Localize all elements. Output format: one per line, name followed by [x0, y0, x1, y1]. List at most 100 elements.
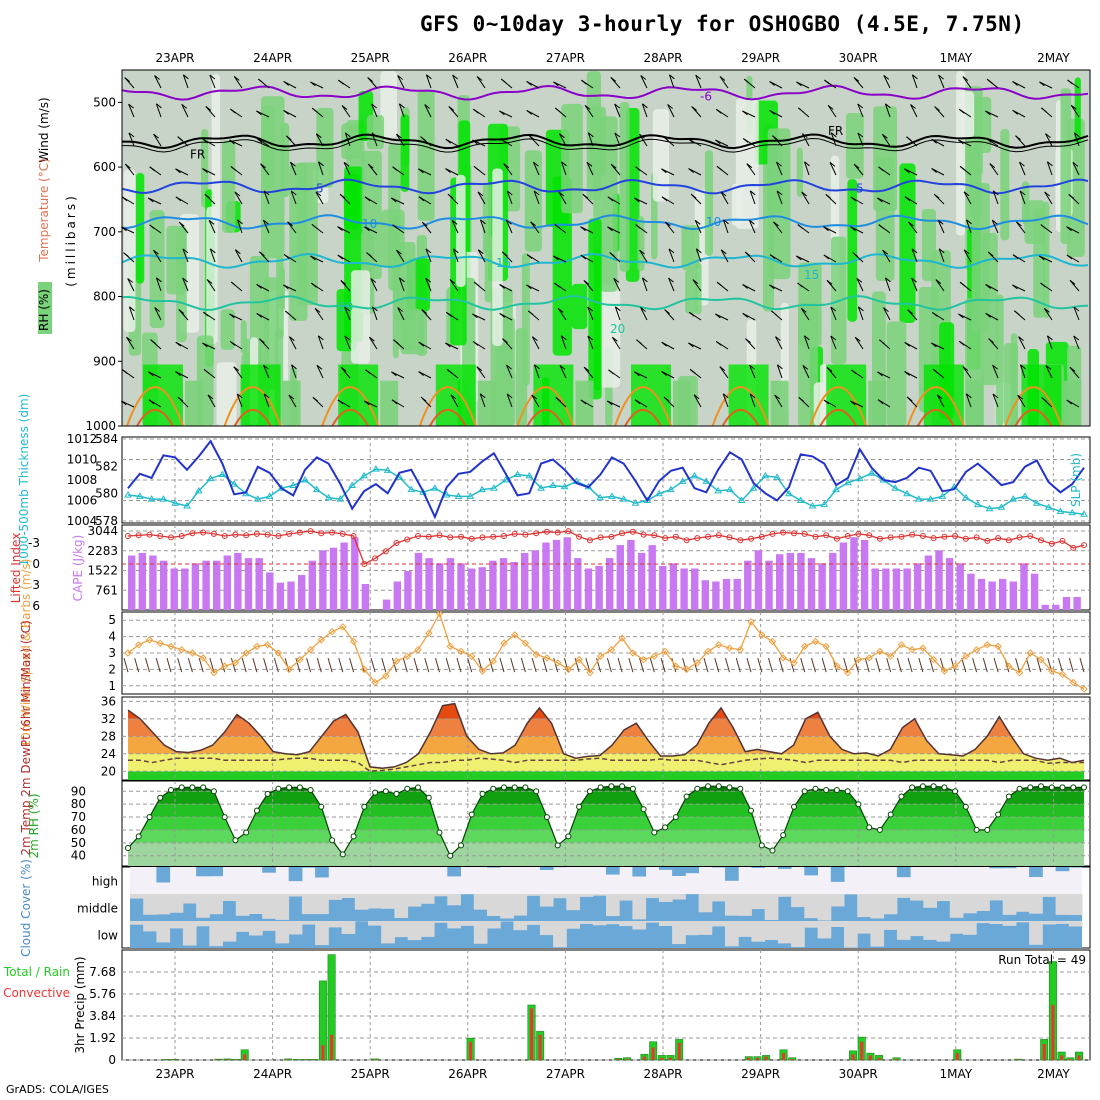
wind-barb	[854, 337, 864, 350]
wind-barb	[883, 75, 891, 89]
wind-barb	[451, 220, 459, 234]
li-point	[565, 528, 572, 535]
cape-bar	[1073, 597, 1081, 610]
wind-barb-flag	[420, 136, 426, 141]
wind-barb-flag	[932, 368, 939, 374]
thickness-point	[714, 486, 722, 494]
wind-barb-flag	[420, 396, 427, 402]
cloud-cell-middle	[857, 894, 871, 918]
cape-bar	[765, 560, 773, 610]
cape-tick-label: 1522	[87, 564, 118, 578]
cloud-cell-middle	[566, 894, 580, 911]
wind-barb-flag	[720, 249, 727, 255]
wind10m-point	[908, 645, 916, 654]
wind-barb-flag	[906, 396, 913, 402]
contour-label: 5	[856, 182, 864, 196]
li-point	[715, 532, 722, 539]
wind-barb-flag	[1038, 255, 1045, 261]
wind-barb	[477, 191, 486, 205]
li-point	[178, 533, 185, 539]
wind10m-point	[607, 645, 616, 654]
wind-barb-flag	[963, 191, 970, 197]
rh-shade-cell	[552, 176, 572, 356]
wind-barb-flag	[233, 76, 240, 81]
rh2m-point	[425, 794, 432, 801]
wind-barb	[1019, 190, 1026, 205]
cape-bar	[860, 539, 869, 610]
wind10m-point	[285, 665, 293, 674]
li-point	[168, 534, 174, 541]
rh-boundary-cell	[185, 380, 203, 426]
wind-barb-flag	[985, 138, 992, 143]
wind-barb	[234, 249, 243, 263]
rh2m-point	[801, 788, 808, 795]
wind-barb-flag	[283, 81, 290, 86]
wind-barb	[775, 336, 783, 350]
wind10m-barb	[1068, 657, 1074, 673]
wind-barb-flag	[775, 336, 781, 341]
cloud-cell-high	[777, 867, 792, 869]
contour-surface-hot	[136, 408, 174, 427]
wind-barb-flag	[1015, 135, 1021, 141]
cloud-cell-middle	[738, 894, 752, 916]
wind10m-barb	[252, 657, 258, 673]
wind-barb	[290, 190, 297, 205]
wind10m-barb	[338, 657, 344, 673]
cloud-ylabel: Cloud Cover (%)	[19, 859, 33, 957]
li-point	[952, 533, 959, 539]
wind-barb-flag	[801, 191, 808, 197]
cape-bar	[521, 552, 529, 610]
li-point	[651, 532, 658, 539]
thickness-point	[490, 484, 498, 491]
wind-barb-flag	[256, 110, 262, 116]
li-point	[941, 533, 948, 540]
cloud-cell-low	[963, 921, 977, 935]
wind-barb	[613, 278, 621, 292]
rh2m-point	[243, 829, 250, 836]
rh2m-point	[705, 783, 711, 790]
cloud-cell-low	[275, 921, 290, 944]
wind10m-point	[489, 657, 497, 665]
rh2m-point	[468, 811, 475, 818]
li-ylabel: Lifted Index	[9, 533, 23, 604]
contour-label: 15	[496, 256, 511, 270]
wind10m-point	[521, 639, 530, 647]
thickness-point	[619, 495, 628, 502]
wind-barb-flag	[364, 226, 370, 232]
wind-barb-flag	[229, 341, 236, 346]
cloud-cell-middle	[169, 894, 184, 913]
wind-barb-flag	[399, 103, 405, 109]
wind-barb-flag	[259, 251, 265, 257]
wind-barb-flag	[500, 78, 507, 84]
cloud-cell-middle	[222, 894, 237, 901]
wind-barb	[857, 132, 864, 147]
wind10m-point	[349, 637, 358, 646]
wind-barb-flag	[850, 226, 856, 232]
wind-barb-flag	[1047, 335, 1053, 341]
rh2m-point	[296, 784, 303, 791]
rh2m-point	[393, 790, 400, 797]
wind-barb	[668, 74, 675, 89]
wind-barb	[634, 371, 648, 379]
cloud-cell-middle	[989, 894, 1004, 901]
wind-barb-flag	[748, 219, 755, 225]
cape-bar	[1009, 581, 1017, 610]
wind-barb	[155, 277, 162, 292]
wind-barb-flag	[338, 79, 344, 85]
wind-barb-flag	[1017, 394, 1024, 400]
wind-barb-flag	[797, 282, 803, 288]
rh2m-point	[350, 833, 357, 840]
wind-barb	[287, 221, 297, 234]
wind-barb-flag	[554, 107, 561, 113]
wind-barb-flag	[769, 81, 775, 86]
wind-barb-flag	[154, 75, 160, 80]
wind-barb-flag	[906, 136, 912, 142]
date-label-bottom: 23APR	[155, 1067, 194, 1081]
wind-barb	[938, 74, 945, 89]
wind-barb-flag	[959, 165, 966, 171]
wind-barb	[234, 191, 243, 205]
wind-barb-flag	[502, 338, 508, 344]
date-label-top: 24APR	[253, 51, 292, 65]
wind-barb-flag	[447, 193, 454, 199]
wind-barb	[938, 248, 945, 263]
